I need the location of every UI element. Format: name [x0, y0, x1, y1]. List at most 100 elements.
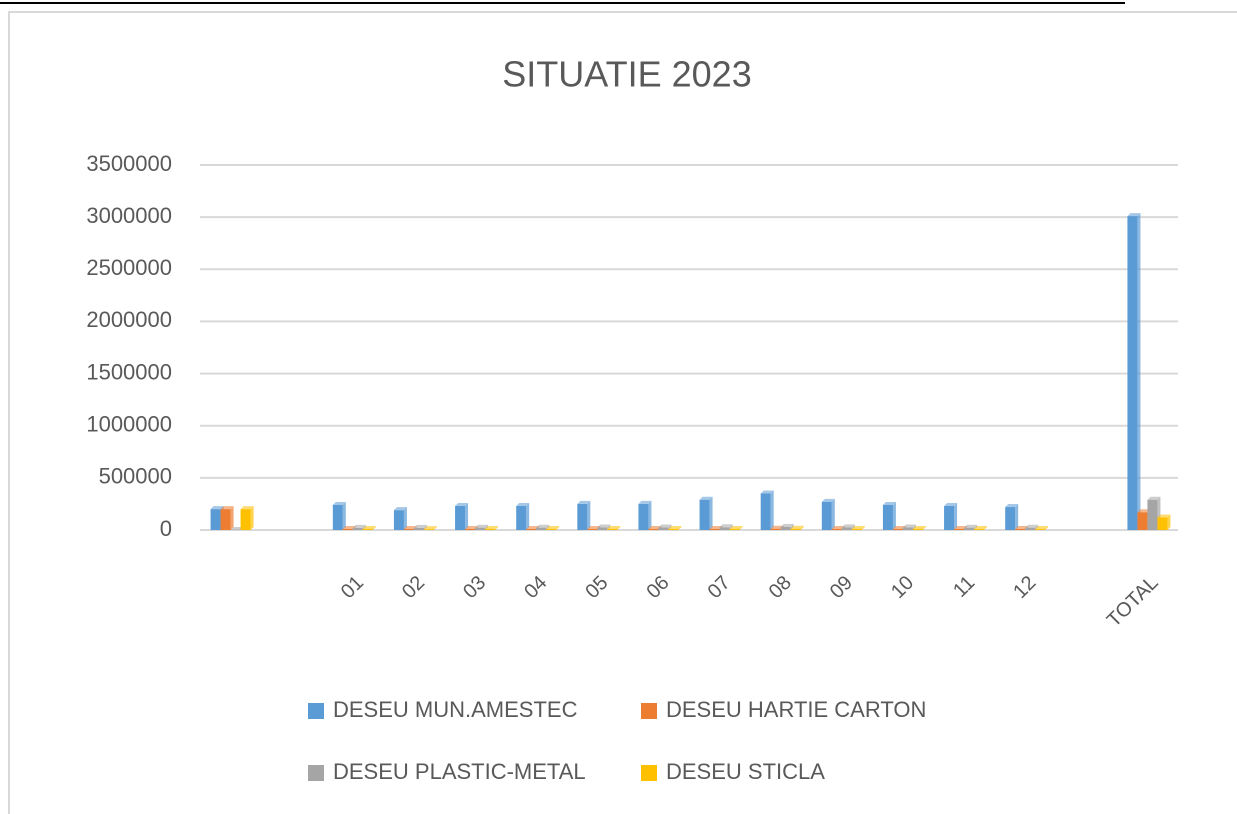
bar: [220, 509, 231, 530]
y-tick-label: 3500000: [86, 151, 172, 176]
bar: [821, 501, 832, 530]
bar: [892, 528, 903, 530]
bar-side: [831, 498, 835, 530]
bar-top: [770, 525, 784, 529]
y-tick-label: 1000000: [86, 412, 172, 437]
bar: [964, 527, 975, 530]
y-tick-label: 1500000: [86, 359, 172, 384]
bar-side: [556, 525, 560, 530]
bar: [658, 527, 669, 530]
bar-top: [1005, 504, 1019, 508]
bar: [597, 527, 608, 530]
bar: [1005, 507, 1016, 530]
bar-top: [638, 500, 652, 504]
legend-swatch: [641, 765, 657, 781]
bar: [974, 529, 985, 530]
bar-side: [617, 525, 621, 530]
bar: [362, 528, 373, 530]
bar-top: [546, 525, 560, 529]
bar: [648, 528, 659, 530]
bar-side: [372, 525, 376, 530]
bar-top: [648, 525, 662, 529]
bar-side: [250, 506, 254, 530]
bar: [638, 503, 649, 530]
bar-top: [516, 503, 530, 507]
bar-top: [526, 525, 540, 529]
bar: [841, 527, 852, 530]
bar-top: [699, 496, 713, 500]
bar-side: [230, 506, 234, 530]
bar-top: [577, 500, 591, 504]
bar-top: [658, 524, 672, 528]
bar-top: [1127, 213, 1141, 217]
chart-title: SITUATIE 2023: [502, 54, 751, 95]
bar-top: [729, 525, 743, 529]
bar-side: [587, 500, 591, 530]
legend-label: DESEU MUN.AMESTEC: [333, 697, 578, 722]
bar-top: [403, 525, 417, 529]
bar-top: [465, 525, 479, 529]
bar: [240, 509, 251, 530]
legend-label: DESEU HARTIE CARTON: [666, 697, 926, 722]
bar: [465, 528, 476, 530]
bar: [536, 527, 547, 530]
bar-top: [352, 524, 366, 528]
bar-side: [922, 525, 926, 530]
bar: [516, 506, 527, 530]
bar: [790, 528, 801, 530]
bar-top: [954, 525, 968, 529]
legend-swatch: [641, 703, 657, 719]
bar: [1035, 529, 1046, 530]
bar-top: [1157, 514, 1171, 518]
bar-top: [1035, 526, 1049, 530]
y-tick-label: 500000: [99, 464, 172, 489]
bar: [912, 528, 923, 530]
legend-swatch: [308, 703, 324, 719]
bar-top: [230, 527, 244, 530]
bar-top: [1025, 524, 1039, 528]
bar-top: [210, 506, 224, 510]
bar: [770, 528, 781, 530]
bar-top: [393, 507, 407, 511]
bar-top: [413, 524, 427, 528]
bar-top: [342, 525, 356, 529]
bar-side: [954, 503, 958, 530]
bar: [210, 509, 221, 530]
bar-top: [1137, 509, 1151, 513]
bar-top: [892, 525, 906, 529]
bar-top: [485, 525, 499, 529]
bar-top: [1147, 496, 1161, 500]
bar: [587, 528, 598, 530]
bar-side: [342, 501, 346, 530]
bar: [780, 526, 791, 530]
bar-side: [678, 525, 682, 530]
bar-side: [403, 507, 407, 530]
bar: [393, 510, 404, 530]
bar-side: [495, 525, 499, 530]
bar-side: [892, 501, 896, 530]
bar-top: [882, 501, 896, 505]
bar: [475, 527, 486, 530]
bar: [902, 527, 913, 530]
bar: [851, 528, 862, 530]
bar-side: [433, 526, 437, 530]
y-tick-label: 3000000: [86, 203, 172, 228]
bar: [944, 506, 955, 530]
bar-top: [455, 503, 469, 507]
bar-top: [831, 525, 845, 529]
legend-swatch: [308, 765, 324, 781]
bar-side: [1167, 514, 1171, 530]
bar-top: [851, 525, 865, 529]
bar-top: [475, 524, 489, 528]
bar: [668, 528, 679, 530]
bar-top: [719, 524, 733, 528]
bar: [455, 506, 466, 530]
bar-side: [739, 525, 743, 530]
legend-label: DESEU STICLA: [666, 759, 825, 784]
bar-top: [220, 506, 234, 510]
bar-side: [800, 525, 804, 530]
chart-frame: [8, 11, 1237, 814]
bar-top: [240, 506, 254, 510]
bar-top: [709, 525, 723, 529]
bar: [423, 529, 434, 530]
